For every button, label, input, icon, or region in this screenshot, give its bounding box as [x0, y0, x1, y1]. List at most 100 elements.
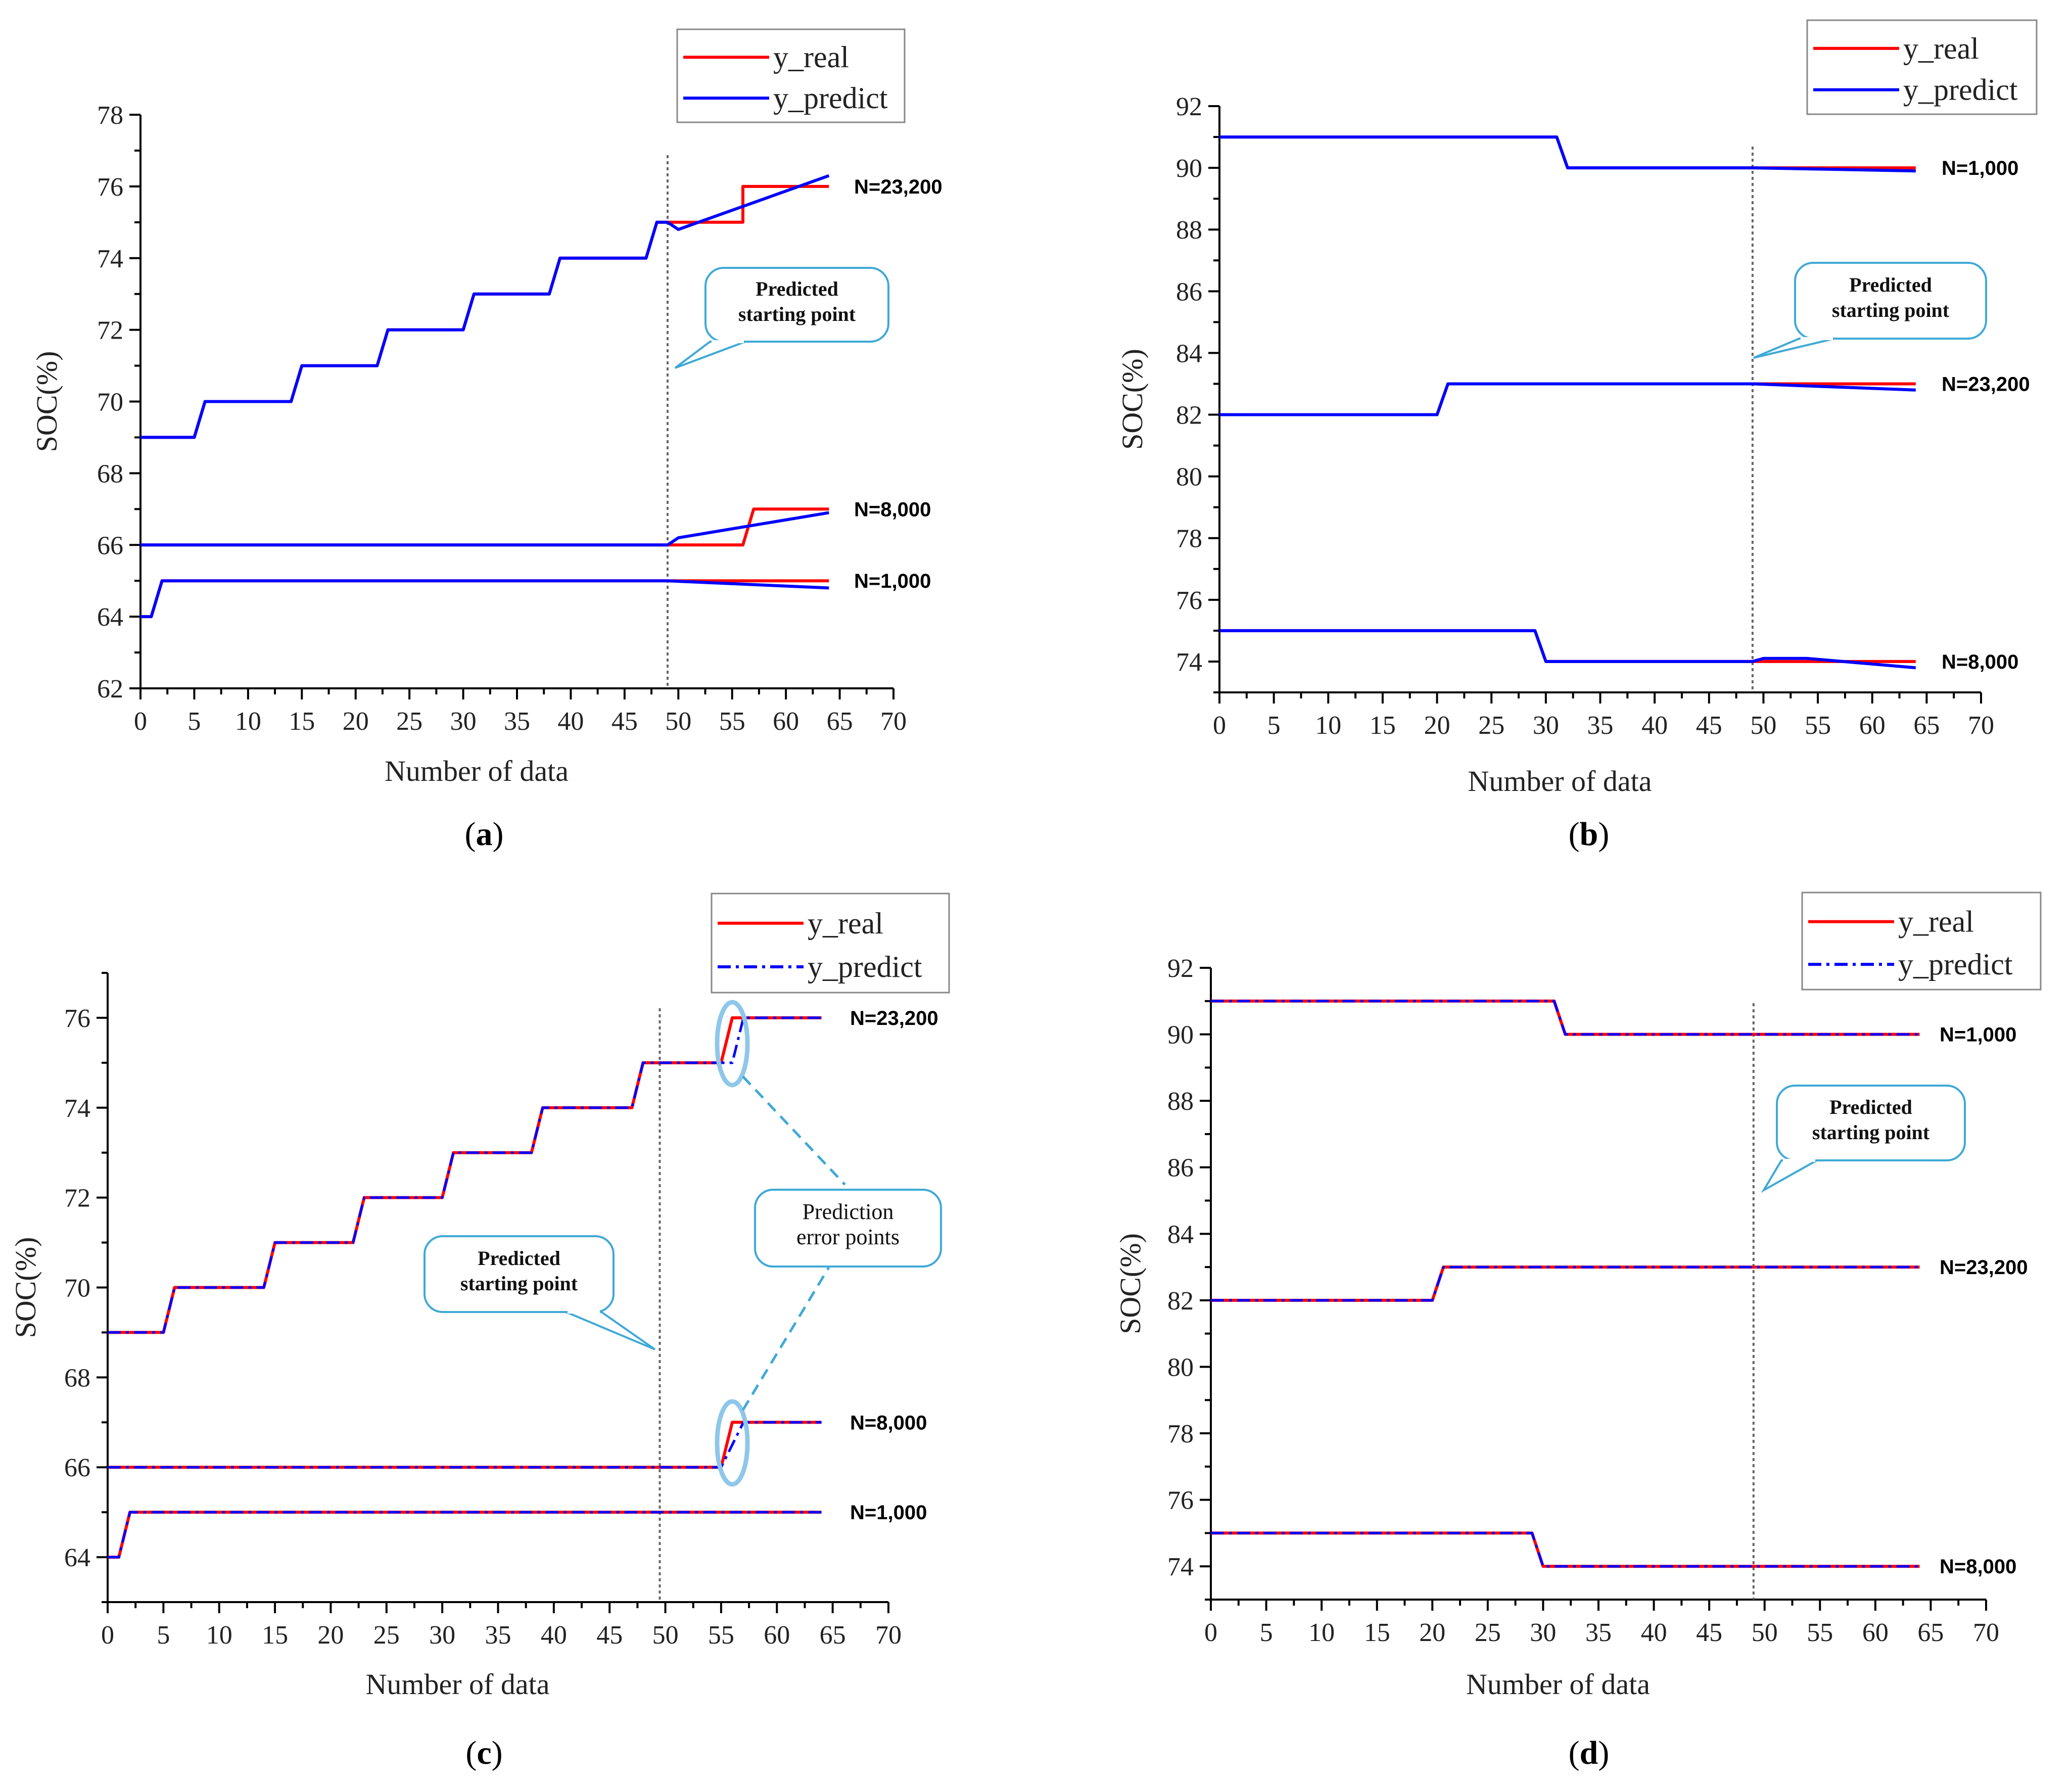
y-tick-label: 74	[97, 245, 123, 273]
x-tick-label: 50	[665, 707, 691, 736]
x-tick-label: 65	[827, 707, 853, 736]
y-tick-label: 86	[1167, 1154, 1194, 1183]
legend: y_real y_predict	[676, 28, 906, 123]
callout-text: Predicted	[478, 1247, 560, 1270]
series-line-predict	[140, 579, 829, 619]
x-tick-label: 10	[235, 707, 261, 736]
series-line-predict	[1211, 1266, 1920, 1302]
x-axis-title: Number of data	[1466, 1668, 1650, 1701]
series-line-real	[1211, 1266, 1920, 1302]
x-tick-label: 25	[396, 707, 422, 736]
y-tick-label: 64	[97, 603, 123, 632]
series-line-predict	[1219, 629, 1916, 670]
y-tick-label: 76	[64, 1004, 90, 1033]
callout-text: Predicted	[1849, 273, 1932, 296]
panel-label: (d)	[1569, 1735, 1610, 1771]
chart-panel-c: 64 66 68 70 72 74 76 0 5 10 15 20 25 30 35 40 45 50 55 60 65…	[9, 893, 950, 1771]
y-tick-label: 84	[1167, 1220, 1194, 1249]
x-tick-label: 55	[1807, 1618, 1833, 1647]
y-tick-label: 90	[1176, 154, 1202, 183]
series-line-real	[1219, 629, 1916, 663]
x-tick-label: 50	[652, 1621, 679, 1650]
error-point-marker	[715, 1000, 750, 1088]
series-n-label: N=23,200	[1942, 373, 2030, 395]
y-axis-title: SOC(%)	[1114, 1233, 1147, 1334]
x-tick-label: 40	[1641, 711, 1668, 740]
panel-label: (a)	[465, 816, 504, 853]
y-tick-label: 72	[64, 1184, 90, 1213]
series-line-real	[1211, 999, 1920, 1036]
callout-pointer	[566, 1311, 656, 1350]
callout-box	[754, 1189, 942, 1268]
x-tick-label: 15	[1370, 711, 1396, 740]
x-tick-label: 30	[429, 1621, 455, 1650]
panel-label: (b)	[1569, 816, 1610, 853]
chart-panel-b: 74 76 78 80 82 84 86 88 90 92 0 5 10 15 20 25 30 35 40 45 50…	[1116, 19, 2038, 853]
error-connector	[741, 1267, 830, 1411]
y-tick-label: 74	[1176, 648, 1202, 677]
y-tick-label: 78	[1176, 525, 1202, 553]
x-tick-label: 0	[1204, 1618, 1217, 1647]
callout-box	[1776, 1085, 1966, 1161]
series-n-label: N=8,000	[1942, 651, 2018, 673]
x-tick-label: 50	[1752, 1618, 1778, 1647]
panel-label-paren: )	[492, 1735, 503, 1771]
callout-text: Prediction	[803, 1199, 894, 1224]
y-tick-label: 86	[1176, 277, 1202, 306]
series-line-real	[1219, 382, 1916, 416]
x-tick-label: 45	[1696, 711, 1722, 740]
y-tick-label: 70	[64, 1274, 90, 1303]
x-tick-label: 35	[485, 1621, 511, 1650]
legend: y_real y_predict	[711, 893, 950, 994]
x-tick-label: 55	[1805, 711, 1831, 740]
x-tick-label: 55	[708, 1621, 734, 1650]
legend-box	[1806, 19, 2038, 115]
y-tick-label: 84	[1176, 339, 1202, 368]
y-tick-label: 80	[1176, 463, 1202, 492]
x-tick-label: 15	[262, 1621, 288, 1650]
legend-label-predict: y_predict	[1903, 73, 2018, 107]
x-tick-label: 20	[1424, 711, 1450, 740]
legend-label-real: y_real	[1903, 32, 1979, 65]
series-line-predict	[108, 1511, 822, 1559]
series-line-predict	[1211, 1531, 1920, 1568]
series-n-label: N=8,000	[1940, 1556, 2016, 1578]
series-line-real	[1211, 1531, 1920, 1568]
series-line-real	[140, 507, 829, 547]
legend-label-predict: y_predict	[773, 81, 888, 115]
x-tick-label: 25	[1475, 1618, 1501, 1647]
y-tick-label: 62	[97, 675, 123, 704]
series-line-predict	[140, 174, 830, 439]
x-tick-label: 60	[1862, 1618, 1889, 1647]
x-tick-label: 45	[1696, 1618, 1722, 1647]
panel-label-paren: (	[465, 816, 476, 853]
legend-box	[711, 893, 950, 994]
callout-box	[704, 267, 889, 343]
series-line-predict	[1219, 382, 1916, 416]
y-tick-label: 66	[64, 1454, 90, 1482]
panel-label-paren: (	[1569, 816, 1580, 853]
callout-text: Predicted	[756, 277, 838, 300]
series-line-predict	[108, 1016, 822, 1334]
panel-label-paren: )	[1598, 816, 1609, 853]
x-tick-label: 55	[719, 707, 745, 736]
series-line-real	[1219, 135, 1916, 170]
x-tick-label: 45	[596, 1621, 623, 1650]
y-tick-label: 72	[97, 316, 123, 345]
callout-text: error points	[796, 1225, 900, 1249]
legend-label-predict: y_predict	[1898, 948, 2013, 981]
legend-box	[676, 28, 906, 123]
chart-panel-a: 62 64 66 68 70 72 74 76 78 0 5 10 15 20 25 30 35 40 45 50 55…	[30, 28, 943, 853]
callout-text: starting point	[738, 303, 856, 325]
y-tick-label: 78	[1167, 1420, 1194, 1448]
y-tick-label: 70	[97, 388, 123, 417]
panel-label-paren: (	[465, 1735, 477, 1771]
callout-pointer	[1761, 1159, 1821, 1193]
x-tick-label: 45	[611, 707, 638, 736]
callout-box	[1794, 262, 1987, 340]
y-tick-label: 76	[97, 173, 123, 202]
x-tick-label: 60	[773, 707, 799, 736]
panel-label-letter: a	[476, 816, 493, 853]
series-n-label: N=1,000	[854, 570, 931, 592]
x-tick-label: 10	[1308, 1618, 1335, 1647]
